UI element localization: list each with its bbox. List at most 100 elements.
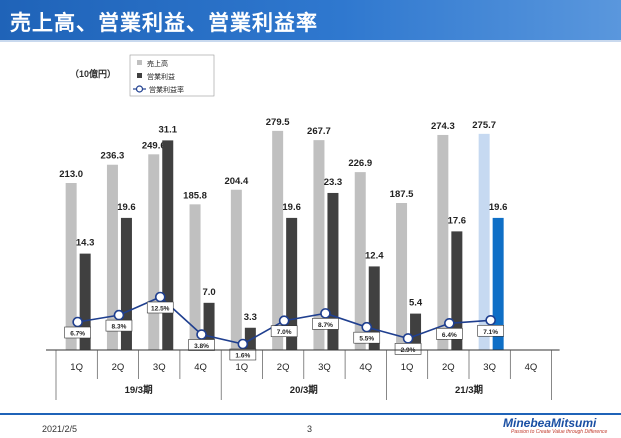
label-profit: 12.4 <box>365 250 384 261</box>
margin-label-box <box>229 348 257 361</box>
bar-sales <box>478 133 490 350</box>
margin-label-box <box>188 339 215 351</box>
label-sales: 279.5 <box>266 117 290 128</box>
legend-margin-marker <box>135 85 144 93</box>
margin-marker <box>444 318 455 329</box>
label-profit: 7.0 <box>202 287 215 298</box>
tick-label: 3Q <box>153 362 166 373</box>
tick-label: 1Q <box>401 362 414 373</box>
bar-profit <box>120 217 132 350</box>
label-sales: 204.4 <box>224 176 248 187</box>
label-profit: 19.6 <box>282 202 301 213</box>
margin-marker <box>320 308 331 319</box>
label-profit: 31.1 <box>159 124 178 135</box>
margin-marker <box>237 338 249 350</box>
label-sales: 226.9 <box>348 158 372 169</box>
margin-label-box <box>436 328 463 340</box>
margin-label-box <box>105 319 133 332</box>
bar-profit <box>451 231 463 350</box>
margin-label-box <box>353 331 381 344</box>
margin-marker <box>361 321 373 333</box>
margin-label-box <box>146 301 174 314</box>
bar-sales <box>272 130 284 350</box>
margin-label-box <box>477 324 504 337</box>
margin-label: 1.6% <box>235 353 250 360</box>
label-sales: 213.0 <box>59 169 83 180</box>
bar-sales <box>65 183 77 350</box>
bar-profit <box>203 302 215 350</box>
label-sales: 267.7 <box>307 126 331 137</box>
logo-name: MinebeaMitsumi <box>503 416 597 430</box>
tick-label: 2Q <box>442 362 455 373</box>
margin-marker <box>196 329 207 340</box>
page-number: 3 <box>307 424 313 434</box>
label-profit: 19.6 <box>117 202 136 213</box>
unit-label: （10億円） <box>70 68 116 79</box>
bar-sales <box>437 134 449 350</box>
margin-marker <box>485 314 496 326</box>
label-sales: 185.8 <box>183 190 207 201</box>
margin-marker <box>154 291 166 303</box>
margin-label-box <box>270 325 298 338</box>
legend-sales-label: 売上高 <box>147 59 168 68</box>
footer-divider <box>0 413 621 415</box>
label-sales: 275.7 <box>472 120 496 131</box>
margin-label-box <box>64 326 91 339</box>
bar-profit <box>492 217 504 350</box>
tick-label: 4Q <box>525 362 538 373</box>
label-sales: 187.5 <box>390 189 414 200</box>
tick-label: 1Q <box>236 362 249 373</box>
bar-sales <box>313 140 325 350</box>
bar-sales <box>230 189 242 350</box>
margin-marker <box>278 315 290 327</box>
label-profit: 23.3 <box>324 177 343 188</box>
legend-sales-swatch <box>137 60 142 65</box>
label-sales: 274.3 <box>431 121 455 132</box>
tick-label: 4Q <box>194 362 207 373</box>
bar-sales <box>396 203 408 350</box>
title-underline <box>0 40 621 42</box>
margin-label: 5.5% <box>359 336 374 343</box>
margin-label: 7.1% <box>483 329 498 336</box>
label-profit: 3.3 <box>244 312 257 323</box>
tick-label: 4Q <box>359 362 372 373</box>
tick-label: 2Q <box>112 362 125 373</box>
margin-label: 8.3% <box>112 324 127 331</box>
tick-label: 3Q <box>483 362 496 373</box>
tick-label: 1Q <box>70 362 83 373</box>
margin-label: 12.5% <box>151 306 170 313</box>
bar-sales <box>148 154 160 350</box>
bar-profit <box>327 192 339 350</box>
bar-profit <box>286 217 298 350</box>
margin-label: 7.0% <box>277 329 292 336</box>
margin-label: 3.8% <box>194 343 209 350</box>
label-sales: 236.3 <box>101 151 125 162</box>
logo-tagline: Passion to Create Value through Differen… <box>511 429 608 435</box>
margin-marker <box>113 309 125 321</box>
margin-label: 6.7% <box>70 331 85 338</box>
group-label: 19/3期 <box>125 384 153 396</box>
bar-sales <box>189 204 201 350</box>
bar-profit <box>162 140 174 350</box>
margin-label: 6.4% <box>442 332 457 339</box>
label-sales: 249.6 <box>142 140 166 151</box>
margin-marker <box>402 333 414 344</box>
margin-marker <box>72 316 83 328</box>
tick-label: 2Q <box>277 362 290 373</box>
legend-profit-swatch <box>137 73 142 78</box>
label-profit: 19.6 <box>489 202 508 213</box>
page-title: 売上高、営業利益、営業利益率 <box>10 11 318 35</box>
bar-profit <box>368 266 380 350</box>
company-logo: MinebeaMitsumi Passion to Create Value t… <box>503 416 615 436</box>
margin-label: 8.7% <box>318 322 333 329</box>
title-bar: 売上高、営業利益、営業利益率 <box>0 0 621 40</box>
tick-label: 3Q <box>318 362 331 373</box>
group-label: 20/3期 <box>290 384 318 396</box>
label-profit: 5.4 <box>409 298 423 309</box>
margin-label-box <box>312 318 339 330</box>
margin-label-box <box>394 343 422 355</box>
bar-profit <box>410 313 422 350</box>
bar-sales <box>354 172 366 350</box>
label-profit: 17.6 <box>448 215 467 226</box>
